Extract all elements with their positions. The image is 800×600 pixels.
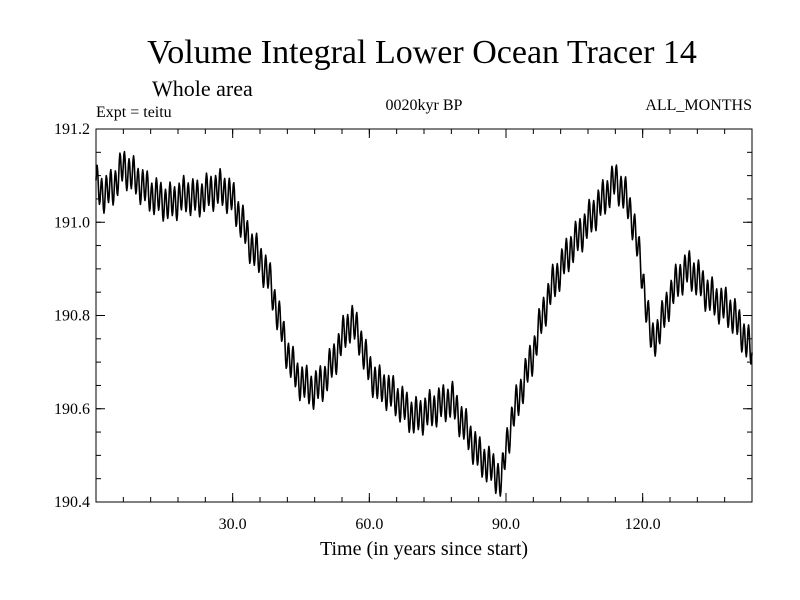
y-tick-label: 191.0 [54,214,90,231]
tick-layer: 190.4 190.6 190.8 191.0 191.2 30.0 60.0 90.0 120… [54,121,753,533]
y-tick-label: 190.4 [54,494,90,511]
x-axis-label: Time (in years since start) [320,538,528,560]
x-tick-label: 60.0 [355,516,383,533]
x-tick-label: 120.0 [625,516,661,533]
y-tick-label: 190.8 [54,308,90,325]
series-layer [95,150,753,497]
x-tick-label: 30.0 [219,516,247,533]
x-tick-label: 90.0 [492,516,520,533]
y-tick-label: 190.6 [54,401,90,418]
period-label: 0020kyr BP [386,97,463,114]
chart-title: Volume Integral Lower Ocean Tracer 14 [147,34,697,71]
experiment-label: Expt = teitu [96,104,172,121]
chart-subtitle: Whole area [152,76,253,101]
plot-frame [95,128,753,503]
months-label: ALL_MONTHS [645,97,752,114]
y-tick-label: 191.2 [54,121,90,138]
series-line [95,150,753,497]
